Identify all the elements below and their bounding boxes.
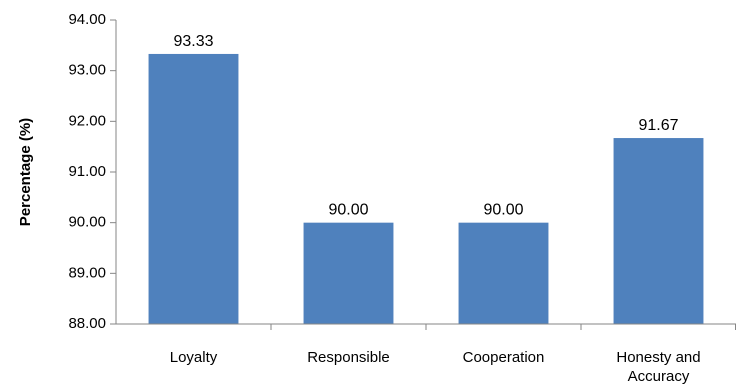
y-axis-title-group: Percentage (%): [17, 118, 34, 226]
bar: [613, 138, 704, 324]
x-category-label-line: Loyalty: [170, 349, 218, 366]
x-category-label-line: Responsible: [307, 349, 390, 366]
axes: [110, 20, 736, 325]
x-category-label-line: Accuracy: [628, 368, 690, 385]
bar: [303, 222, 394, 324]
data-label: 93.33: [173, 33, 213, 50]
y-tick-label: 93.00: [68, 62, 106, 79]
y-tick-label: 92.00: [68, 112, 106, 129]
y-tick-label: 89.00: [68, 264, 106, 281]
y-axis-ticks: 88.00 89.00 90.00 91.00 92.00 93.00 94.00: [68, 11, 116, 332]
bar: [148, 53, 239, 325]
data-label: 90.00: [483, 202, 523, 219]
x-category-label-line: Cooperation: [463, 349, 545, 366]
y-tick-label: 90.00: [68, 214, 106, 231]
data-label: 90.00: [328, 202, 368, 219]
x-axis-ticks: Loyalty Responsible Cooperation Honesty and…: [170, 324, 736, 385]
bars: [148, 53, 704, 325]
y-axis-title: Percentage (%): [17, 118, 34, 226]
bar: [458, 222, 549, 324]
x-category-label-line: Honesty and: [616, 349, 700, 366]
x-category-label: Honesty and Accuracy: [616, 349, 700, 385]
x-category-label: Responsible: [307, 349, 390, 366]
data-labels: 93.33 90.00 90.00 91.67: [173, 33, 678, 219]
x-category-label: Loyalty: [170, 349, 218, 366]
x-category-label: Cooperation: [463, 349, 545, 366]
data-label: 91.67: [638, 117, 678, 134]
y-tick-label: 88.00: [68, 315, 106, 332]
y-tick-label: 94.00: [68, 11, 106, 28]
y-tick-label: 91.00: [68, 163, 106, 180]
